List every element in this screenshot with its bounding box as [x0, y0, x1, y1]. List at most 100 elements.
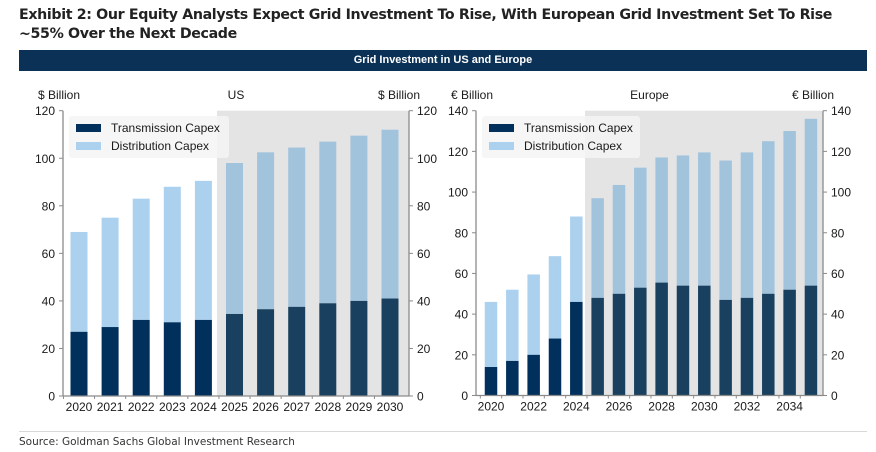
us-bar-distribution-2025	[226, 163, 243, 314]
europe-bar-distribution-2035	[804, 118, 818, 286]
europe-bar-distribution-2027	[634, 167, 647, 288]
us-right-tick-label: 40	[417, 294, 431, 308]
europe-bar-transmission-2021	[506, 360, 519, 396]
us-x-tick-label: 2027	[283, 400, 310, 414]
europe-x-tick-label: 2032	[734, 400, 761, 414]
europe-legend-label-transmission: Transmission Capex	[524, 121, 633, 135]
europe-x-tick-label: 2022	[520, 400, 547, 414]
europe-bar-distribution-2034	[783, 131, 796, 290]
us-right-axis-label: $ Billion	[378, 88, 420, 102]
europe-bar-distribution-2026	[612, 184, 626, 294]
europe-bar-distribution-2025	[591, 198, 604, 298]
europe-bar-transmission-2032	[740, 297, 754, 396]
exhibit-title: Exhibit 2: Our Equity Analysts Expect Gr…	[19, 7, 833, 42]
europe-bar-transmission-2026	[612, 293, 626, 396]
us-bar-transmission-2028	[319, 303, 337, 396]
us-bar-transmission-2024	[194, 319, 212, 396]
europe-left-tick-label: 60	[455, 267, 469, 281]
europe-bar-transmission-2031	[719, 299, 732, 396]
europe-bar-transmission-2033	[762, 293, 775, 396]
us-left-tick-label: 100	[35, 152, 55, 166]
europe-bar-transmission-2030	[698, 285, 711, 396]
us-chart: Transmission Capex Distribution Capex 0 0…	[35, 88, 437, 414]
us-right-tick-label: 0	[417, 390, 424, 404]
us-bar-transmission-2029	[350, 300, 368, 396]
us-bar-transmission-2021	[101, 327, 119, 396]
europe-bar-transmission-2027	[634, 287, 647, 396]
us-forecast-shade	[216, 110, 409, 396]
us-left-tick-label: 80	[42, 199, 56, 213]
us-x-tick-label: 2022	[128, 400, 155, 414]
europe-bar-transmission-2023	[548, 338, 562, 396]
us-right-tick-label: 80	[417, 199, 431, 213]
europe-bar-distribution-2030	[698, 152, 711, 286]
europe-left-tick-label: 100	[448, 186, 468, 200]
europe-bar-transmission-2025	[591, 297, 604, 396]
europe-legend-label-distribution: Distribution Capex	[524, 139, 622, 153]
us-left-tick-label: 40	[42, 294, 56, 308]
us-bar-distribution-2020	[70, 231, 88, 332]
us-bar-distribution-2023	[163, 186, 181, 323]
europe-bar-transmission-2029	[676, 285, 690, 396]
europe-left-tick-label: 80	[455, 226, 469, 240]
europe-x-tick-label: 2020	[478, 400, 505, 414]
europe-left-tick-label: 120	[448, 145, 468, 159]
europe-bar-transmission-2024	[570, 301, 583, 396]
us-bar-distribution-2028	[319, 141, 337, 304]
europe-right-tick-label: 0	[831, 389, 838, 403]
europe-x-tick-label: 2030	[691, 400, 718, 414]
europe-legend: Transmission Capex Distribution Capex	[482, 116, 640, 158]
europe-bar-transmission-2034	[783, 289, 796, 396]
europe-bar-distribution-2022	[527, 274, 540, 355]
europe-right-tick-label: 40	[831, 308, 845, 322]
us-bar-transmission-2026	[257, 309, 275, 396]
us-bar-distribution-2024	[194, 180, 212, 320]
europe-bar-transmission-2035	[804, 285, 818, 396]
europe-right-tick-label: 140	[831, 104, 851, 118]
us-legend-label-transmission: Transmission Capex	[111, 121, 220, 135]
us-bar-distribution-2030	[381, 129, 399, 299]
europe-right-tick-label: 20	[831, 348, 845, 362]
europe-bar-transmission-2022	[527, 354, 540, 396]
us-bar-transmission-2022	[132, 319, 150, 396]
europe-x-tick-label: 2026	[606, 400, 633, 414]
us-legend: Transmission Capex Distribution Capex	[69, 116, 229, 158]
us-legend-swatch-distribution	[76, 142, 101, 150]
europe-bar-distribution-2033	[762, 141, 775, 294]
europe-bar-distribution-2021	[506, 289, 519, 361]
us-chart-title: US	[228, 88, 245, 102]
europe-bar-transmission-2020	[484, 367, 498, 396]
europe-bar-transmission-2028	[655, 282, 668, 396]
source-note: Source: Goldman Sachs Global Investment …	[19, 436, 295, 448]
europe-bar-distribution-2032	[740, 152, 754, 298]
europe-x-tick-label: 2034	[776, 400, 803, 414]
europe-x-tick-label: 2024	[563, 400, 590, 414]
chart-banner: Grid Investment in US and Europe	[19, 50, 867, 71]
us-bar-transmission-2025	[226, 313, 243, 396]
europe-x-tick-label: 2028	[648, 400, 675, 414]
us-left-tick-label: 0	[48, 390, 55, 404]
us-x-tick-label: 2021	[97, 400, 124, 414]
europe-bar-distribution-2020	[484, 301, 498, 368]
europe-right-tick-label: 100	[831, 186, 851, 200]
europe-legend-box	[482, 116, 640, 158]
us-left-axis-label: $ Billion	[38, 88, 80, 102]
us-bar-transmission-2020	[70, 331, 88, 396]
europe-right-tick-label: 80	[831, 226, 845, 240]
europe-right-tick-label: 120	[831, 145, 851, 159]
europe-right-axis-label: € Billion	[792, 88, 834, 102]
europe-chart: Transmission Capex Distribution Capex 0 0…	[448, 88, 851, 414]
us-x-tick-label: 2026	[252, 400, 279, 414]
us-left-tick-label: 20	[42, 342, 56, 356]
europe-legend-swatch-distribution	[489, 142, 514, 150]
europe-bar-distribution-2028	[655, 157, 668, 283]
us-left-tick-label: 120	[35, 104, 55, 118]
europe-bar-distribution-2023	[548, 256, 562, 339]
europe-bar-distribution-2031	[719, 160, 732, 300]
us-left-tick-label: 60	[42, 247, 56, 261]
us-bar-transmission-2030	[381, 298, 399, 396]
europe-bar-distribution-2029	[676, 155, 690, 286]
us-bar-transmission-2027	[288, 306, 306, 396]
us-bar-transmission-2023	[163, 322, 181, 396]
